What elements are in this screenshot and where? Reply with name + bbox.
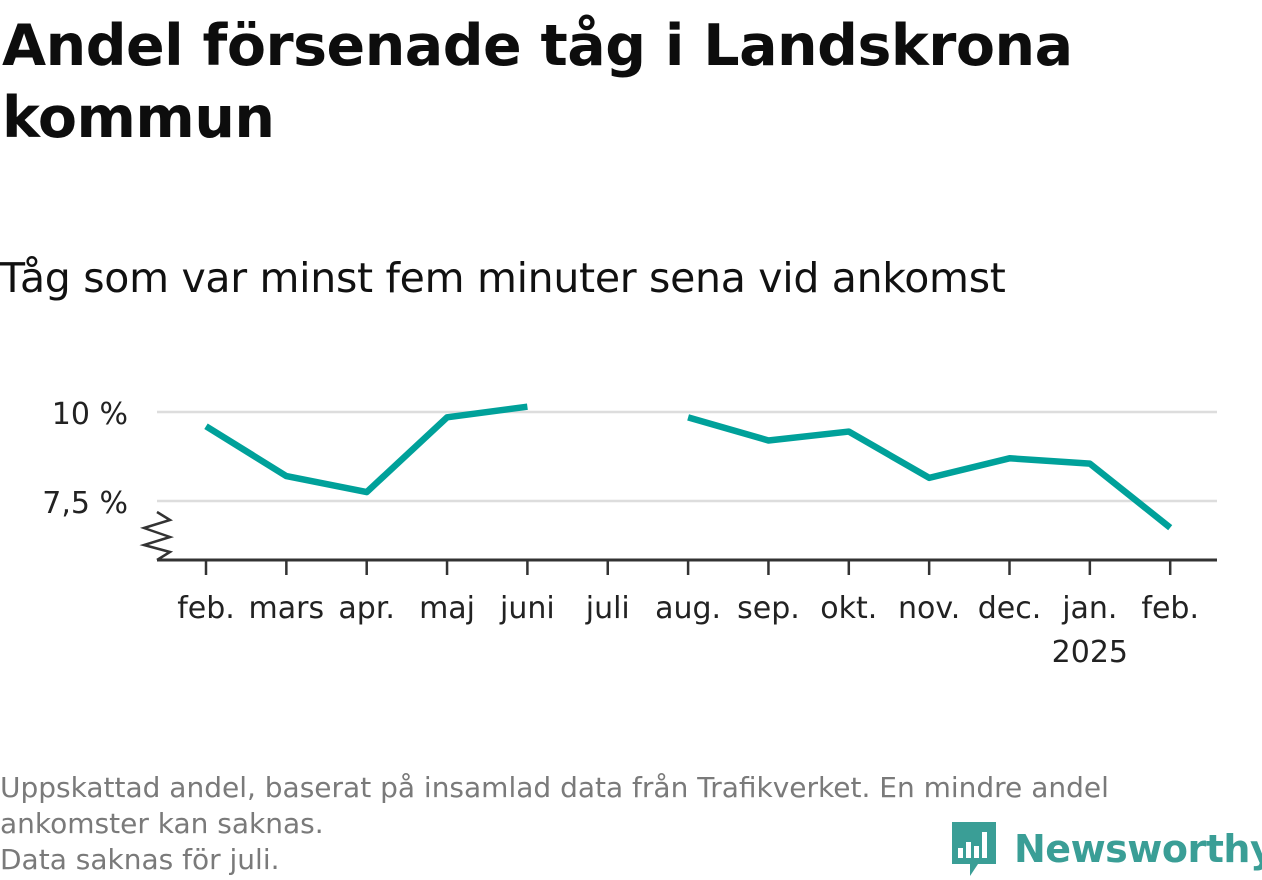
brand-name: Newsworthy [1014, 827, 1262, 871]
grid-lines [157, 410, 1217, 503]
x-tick-label: mars [249, 591, 325, 626]
brand-logo: Newsworthy [948, 818, 1262, 880]
y-axis-ticks: 7,5 % 10 % [42, 397, 128, 521]
x-tick-label: apr. [338, 591, 395, 626]
series-lines [204, 403, 1173, 531]
x-tick-label: maj [419, 591, 475, 626]
x-tick-label: juni [499, 591, 555, 626]
x-tick-label: nov. [898, 591, 960, 626]
newsworthy-logo-icon [952, 822, 996, 876]
x-tick-label: okt. [820, 591, 877, 626]
x-tick-label: sep. [737, 591, 800, 626]
x-tick-label: feb. [177, 591, 235, 626]
x-axis-ticks: feb. mars apr. maj juni juli aug. sep. okt. nov. d… [177, 560, 1199, 626]
series-line-segment [204, 403, 528, 496]
x-tick-label: aug. [655, 591, 721, 626]
x-tick-label: juli [585, 591, 630, 626]
y-tick-label: 7,5 % [42, 486, 128, 521]
axis-break-icon [139, 510, 175, 562]
x-tick-label: jan. [1061, 591, 1117, 626]
footnote-line: Data saknas för juli. [0, 843, 280, 876]
x-tick-label: feb. [1141, 591, 1199, 626]
y-tick-label: 10 % [52, 397, 128, 432]
footnote-line: Uppskattad andel, baserat på insamlad da… [0, 771, 1109, 804]
x-tick-label: dec. [978, 591, 1042, 626]
chart-title: Andel försenade tåg i Landskrona kommun [2, 13, 1073, 151]
footnote-line: ankomster kan saknas. [0, 807, 324, 840]
footnote: Uppskattad andel, baserat på insamlad da… [0, 770, 1250, 878]
x-year-label: 2025 [1052, 635, 1128, 670]
x-axis [139, 510, 1217, 562]
series-line-segment [687, 414, 1173, 531]
chart-subtitle: Tåg som var minst fem minuter sena vid a… [0, 254, 1006, 302]
